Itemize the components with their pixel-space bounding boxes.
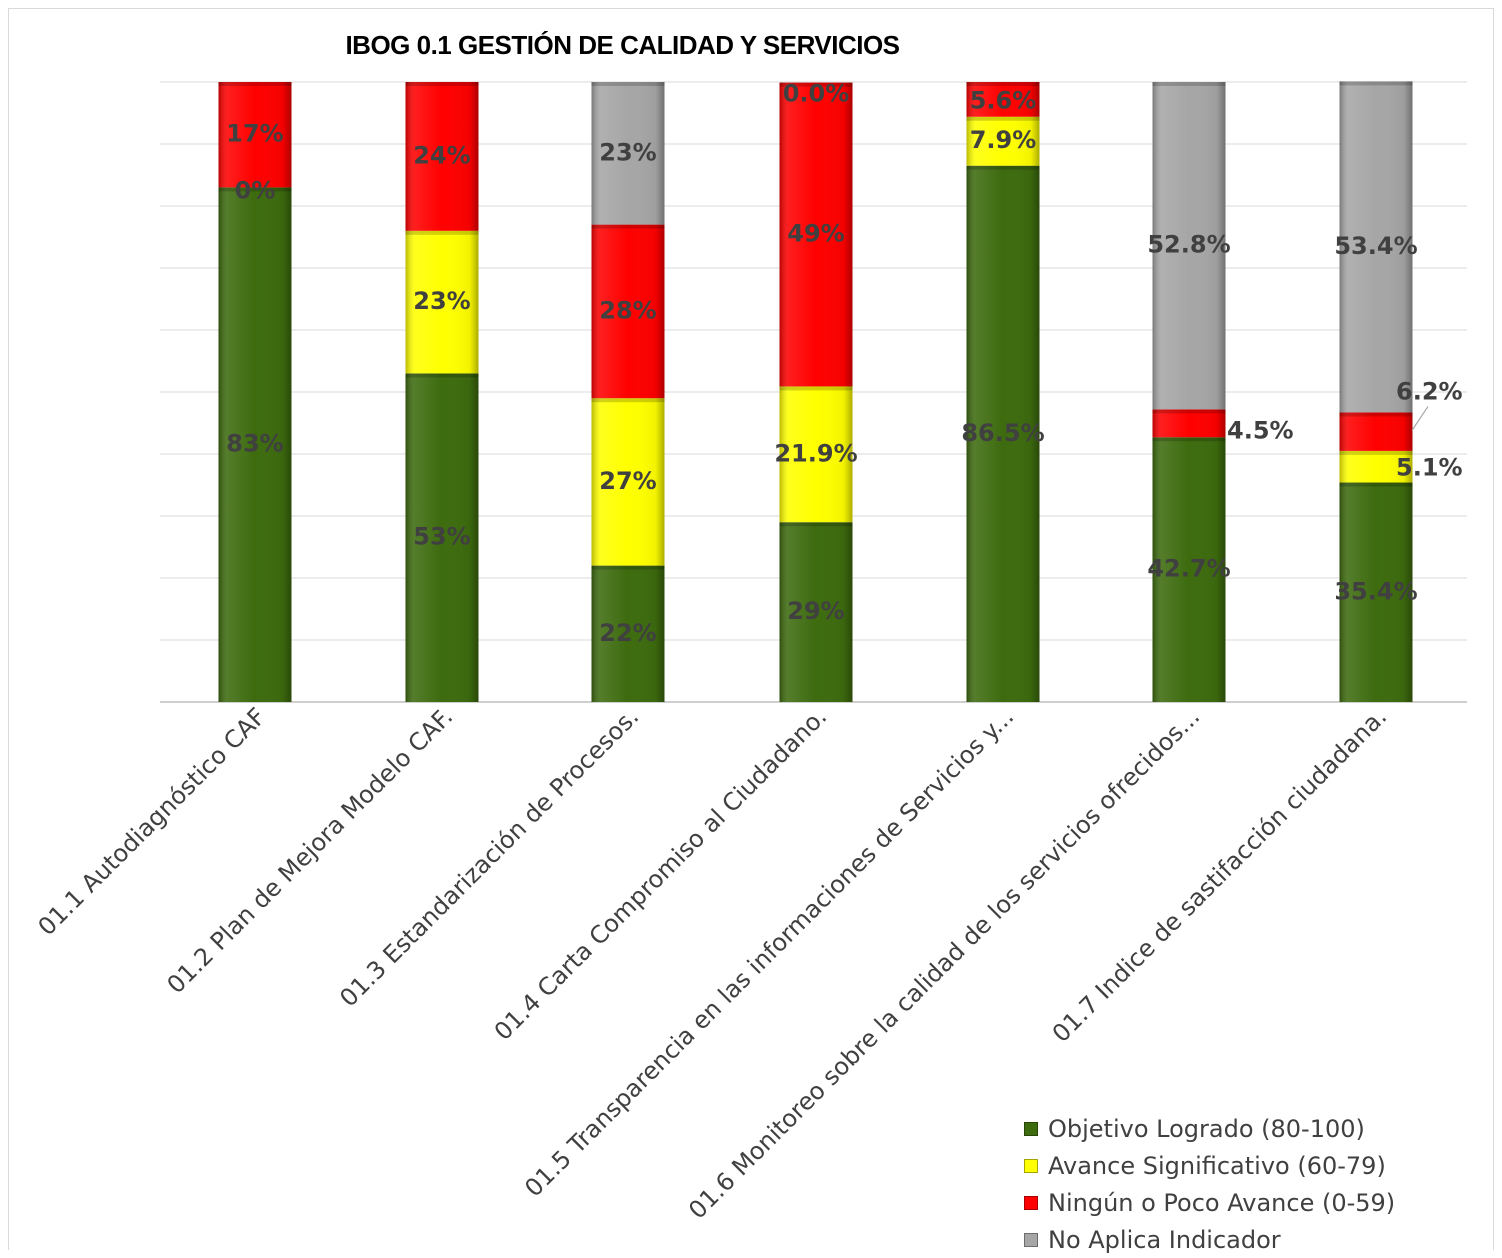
legend-label: No Aplica Indicador xyxy=(1048,1226,1281,1254)
bar-segment-edge xyxy=(1153,82,1226,86)
bar-segment-edge xyxy=(1153,409,1226,413)
bar-segment-edge xyxy=(406,373,479,377)
bar-segment-edge xyxy=(780,386,853,390)
legend-item: No Aplica Indicador xyxy=(1024,1221,1395,1258)
data-label: 24% xyxy=(413,141,470,169)
bar-segment-edge xyxy=(1340,81,1413,85)
data-label: 17% xyxy=(226,120,283,148)
bar-segment-edge xyxy=(967,166,1040,170)
data-label: 5.6% xyxy=(970,86,1037,114)
bar-segment-edge xyxy=(592,566,665,570)
bar-segment-edge xyxy=(1340,412,1413,416)
legend-label: Objetivo Logrado (80-100) xyxy=(1048,1115,1365,1143)
bar-segment-edge xyxy=(967,117,1040,121)
data-label: 4.5% xyxy=(1227,416,1294,444)
bar-segment-edge xyxy=(1340,483,1413,487)
data-label: 27% xyxy=(599,467,656,495)
legend-item: Ningún o Poco Avance (0-59) xyxy=(1024,1184,1395,1221)
data-label: 52.8% xyxy=(1147,231,1230,259)
data-label: 22% xyxy=(599,619,656,647)
data-label: 23% xyxy=(413,287,470,315)
data-label: 35.4% xyxy=(1334,577,1417,605)
bar-segment-edge xyxy=(592,82,665,86)
data-label: 42.7% xyxy=(1147,555,1230,583)
data-label: 6.2% xyxy=(1396,377,1463,405)
legend-swatch xyxy=(1024,1233,1038,1247)
data-label: 49% xyxy=(787,220,844,248)
data-label: 21.9% xyxy=(774,439,857,467)
data-label: 29% xyxy=(787,597,844,625)
bar-segment-edge xyxy=(780,522,853,526)
data-label: 28% xyxy=(599,296,656,324)
legend-swatch xyxy=(1024,1122,1038,1136)
legend-item: Avance Significativo (60-79) xyxy=(1024,1147,1395,1184)
data-label: 53.4% xyxy=(1334,232,1417,260)
bar-segment-edge xyxy=(1153,437,1226,441)
data-label: 0% xyxy=(235,176,276,204)
data-label: 53% xyxy=(413,523,470,551)
category-label: 01.4 Carta Compromiso al Ciudadano. xyxy=(489,702,832,1045)
data-label: 0.0% xyxy=(783,80,850,108)
legend-label: Avance Significativo (60-79) xyxy=(1048,1152,1386,1180)
data-label: 7.9% xyxy=(970,126,1037,154)
data-label: 83% xyxy=(226,430,283,458)
bar-segment-edge xyxy=(592,398,665,402)
category-label: 01.7 Indice de sastifacción ciudadana. xyxy=(1047,702,1392,1047)
bar-segment-edge xyxy=(219,82,292,86)
bar-segment-edge xyxy=(592,225,665,229)
bar-segment xyxy=(1340,412,1413,450)
bar-segment-bevel xyxy=(1153,409,1226,437)
legend-item: Objetivo Logrado (80-100) xyxy=(1024,1110,1395,1147)
legend-label: Ningún o Poco Avance (0-59) xyxy=(1048,1189,1395,1217)
leader-line xyxy=(1412,406,1428,430)
legend-swatch xyxy=(1024,1159,1038,1173)
legend-swatch xyxy=(1024,1196,1038,1210)
bar-segment-bevel xyxy=(1340,412,1413,450)
legend: Objetivo Logrado (80-100) Avance Signific… xyxy=(1024,1110,1395,1258)
bar-segment-edge xyxy=(406,82,479,86)
bar-segment-edge xyxy=(406,231,479,235)
bar-segment xyxy=(1153,409,1226,437)
data-label: 86.5% xyxy=(961,419,1044,447)
data-label: 5.1% xyxy=(1396,454,1463,482)
data-label: 23% xyxy=(599,138,656,166)
category-label: 01.3 Estandarización de Procesos. xyxy=(334,702,644,1012)
